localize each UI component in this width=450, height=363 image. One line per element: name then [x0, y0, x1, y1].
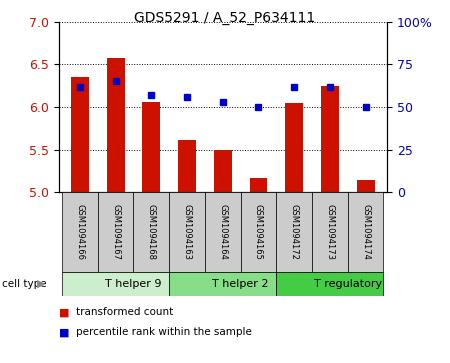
Text: GDS5291 / A_52_P634111: GDS5291 / A_52_P634111: [135, 11, 315, 25]
Bar: [276, 272, 383, 296]
Bar: [250, 178, 267, 192]
Text: ■: ■: [58, 327, 69, 337]
Bar: [214, 150, 232, 192]
Bar: [348, 192, 383, 272]
Text: ▶: ▶: [37, 279, 45, 289]
Bar: [71, 77, 89, 192]
Bar: [312, 192, 348, 272]
Text: GSM1094166: GSM1094166: [76, 204, 85, 260]
Bar: [62, 272, 169, 296]
Text: transformed count: transformed count: [76, 307, 174, 317]
Text: GSM1094167: GSM1094167: [111, 204, 120, 260]
Text: percentile rank within the sample: percentile rank within the sample: [76, 327, 252, 337]
Bar: [321, 86, 339, 192]
Text: GSM1094174: GSM1094174: [361, 204, 370, 260]
Text: T helper 2: T helper 2: [212, 279, 269, 289]
Text: GSM1094163: GSM1094163: [183, 204, 192, 260]
Text: T helper 9: T helper 9: [105, 279, 162, 289]
Bar: [142, 102, 160, 192]
Bar: [98, 192, 134, 272]
Bar: [276, 192, 312, 272]
Bar: [62, 192, 98, 272]
Text: GSM1094165: GSM1094165: [254, 204, 263, 260]
Text: GSM1094168: GSM1094168: [147, 204, 156, 260]
Bar: [178, 139, 196, 192]
Text: GSM1094172: GSM1094172: [290, 204, 299, 260]
Bar: [357, 180, 374, 192]
Text: T regulatory: T regulatory: [314, 279, 382, 289]
Text: cell type: cell type: [2, 279, 47, 289]
Bar: [107, 58, 125, 192]
Text: GSM1094164: GSM1094164: [218, 204, 227, 260]
Text: ■: ■: [58, 307, 69, 317]
Bar: [134, 192, 169, 272]
Bar: [205, 192, 241, 272]
Text: GSM1094173: GSM1094173: [325, 204, 334, 260]
Bar: [285, 103, 303, 192]
Bar: [241, 192, 276, 272]
Bar: [169, 192, 205, 272]
Bar: [169, 272, 276, 296]
